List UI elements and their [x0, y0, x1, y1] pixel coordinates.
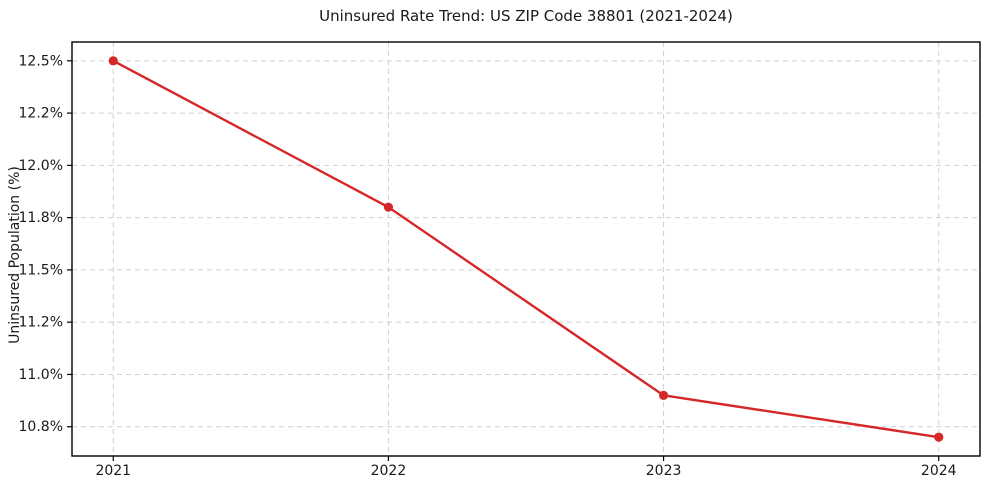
y-axis-label: Uninsured Population (%) [7, 166, 23, 344]
data-point-marker [658, 390, 669, 400]
x-tick-label: 2023 [646, 463, 682, 479]
y-tick-label: 11.2% [19, 315, 63, 331]
x-tick-label: 2024 [921, 463, 957, 479]
data-point-marker [108, 56, 118, 66]
data-point-marker [383, 202, 394, 212]
y-tick-label: 11.8% [19, 210, 63, 226]
y-tick-label: 11.5% [19, 262, 63, 278]
trend-line [112, 59, 940, 439]
y-tick-label: 12.5% [19, 53, 63, 69]
x-tick-label: 2021 [95, 463, 131, 479]
y-tick-label: 12.0% [19, 158, 63, 174]
chart-title: Uninsured Rate Trend: US ZIP Code 38801 … [319, 7, 733, 25]
x-tick-label: 2022 [371, 463, 407, 479]
plot-frame [71, 41, 981, 457]
y-tick-label: 12.2% [19, 106, 63, 122]
y-tick-label: 10.8% [19, 419, 63, 435]
y-tick-label: 11.0% [19, 367, 63, 383]
data-point-marker [934, 432, 944, 442]
